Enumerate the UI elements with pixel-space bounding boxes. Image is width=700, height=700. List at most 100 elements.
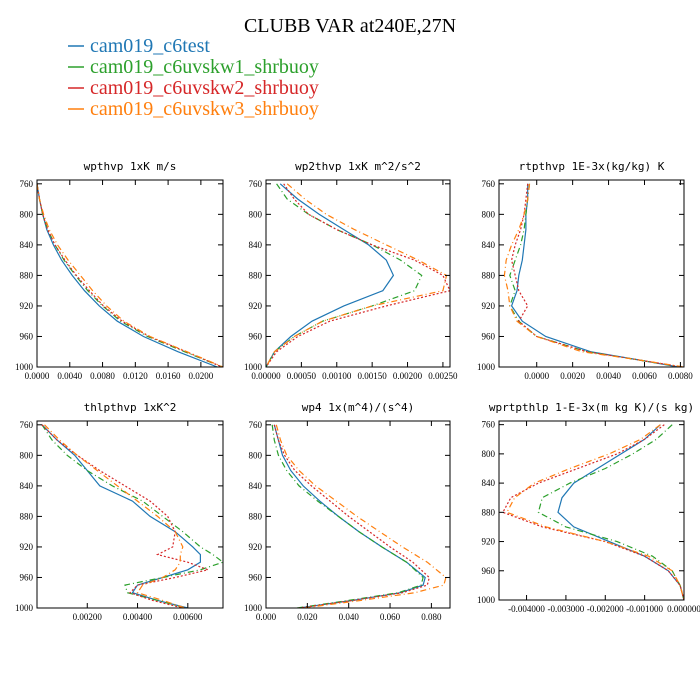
series-line	[275, 424, 447, 608]
x-tick-label: 0.040	[339, 612, 360, 622]
y-tick-label: 1000	[15, 362, 34, 372]
legend-entry: cam019_c6test	[90, 35, 210, 57]
y-tick-label: 960	[20, 572, 34, 582]
y-tick-label: 840	[482, 240, 496, 250]
x-tick-label: 0.000	[256, 612, 277, 622]
x-tick-label: -0.004000	[508, 604, 545, 614]
series-line	[510, 183, 679, 367]
series-line	[41, 424, 223, 608]
y-tick-label: 880	[249, 270, 263, 280]
y-tick-label: 960	[249, 572, 263, 582]
y-tick-label: 960	[249, 331, 263, 341]
x-tick-label: 0.00150	[358, 371, 388, 381]
x-tick-label: 0.0000	[524, 371, 549, 381]
panels: wpthvp 1xK m/s 0.0000 0.0040 0.0080 0.0120 0.…	[15, 160, 700, 622]
x-tick-label: 0.00100	[322, 371, 352, 381]
y-tick-label: 1000	[477, 595, 496, 605]
x-tick-label: 0.0120	[123, 371, 148, 381]
y-tick-label: 800	[249, 450, 263, 460]
y-tick-label: 800	[482, 209, 496, 219]
plot-frame	[36, 420, 224, 609]
x-tick-label: 0.00250	[428, 371, 458, 381]
legend: cam019_c6testcam019_c6uvskw1_shrbuoycam0…	[68, 35, 319, 120]
y-tick-label: 760	[482, 179, 496, 189]
y-tick-label: 920	[249, 301, 263, 311]
y-tick-label: 800	[20, 450, 34, 460]
series-line	[266, 183, 423, 367]
legend-entry: cam019_c6uvskw1_shrbuoy	[90, 56, 319, 78]
series-line	[266, 183, 450, 367]
x-tick-label: 0.0040	[57, 371, 82, 381]
figure-title: CLUBB VAR at240E,27N	[244, 15, 456, 37]
y-tick-label: 840	[20, 240, 34, 250]
x-tick-label: 0.0080	[90, 371, 115, 381]
series-line	[37, 183, 223, 367]
series-line	[273, 424, 430, 608]
series-line	[37, 183, 218, 367]
series-line	[537, 424, 684, 600]
series-line	[44, 424, 186, 608]
legend-entry: cam019_c6uvskw3_shrbuoy	[90, 98, 319, 120]
chart-panel: thlpthvp 1xK^2 0.00200 0.00400 0.00600 760 80…	[15, 401, 224, 622]
x-tick-label: -0.001000	[626, 604, 663, 614]
x-tick-label: 0.080	[421, 612, 442, 622]
y-tick-label: 920	[20, 301, 34, 311]
series-line	[41, 424, 201, 608]
x-tick-label: 0.00600	[173, 612, 203, 622]
series-line	[37, 183, 223, 367]
y-tick-label: 960	[482, 331, 496, 341]
y-tick-label: 960	[20, 331, 34, 341]
panel-title: wp2thvp 1xK m^2/s^2	[295, 160, 421, 173]
panel-title: thlpthvp 1xK^2	[84, 401, 177, 414]
y-tick-label: 1000	[477, 362, 496, 372]
y-tick-label: 1000	[244, 603, 263, 613]
y-tick-label: 800	[20, 209, 34, 219]
series-line	[510, 183, 683, 367]
x-tick-label: 0.000000	[667, 604, 700, 614]
plot-frame	[36, 179, 224, 368]
x-tick-label: -0.003000	[548, 604, 585, 614]
series-line	[271, 424, 424, 608]
y-tick-label: 920	[482, 301, 496, 311]
series-line	[502, 424, 684, 600]
panel-title: wprtpthlp 1-E-3x(m kg K)/(s kg)	[489, 401, 694, 414]
x-tick-label: 0.00200	[73, 612, 103, 622]
x-tick-label: 0.0200	[189, 371, 214, 381]
panel-title: wpthvp 1xK m/s	[84, 160, 177, 173]
y-tick-label: 920	[482, 537, 496, 547]
x-tick-label: 0.0160	[156, 371, 181, 381]
series-line	[503, 183, 684, 367]
y-tick-label: 800	[249, 209, 263, 219]
x-tick-label: 0.0040	[596, 371, 621, 381]
series-line	[266, 183, 395, 367]
y-tick-label: 1000	[244, 362, 263, 372]
plot-frame	[265, 420, 451, 609]
x-tick-label: 0.060	[380, 612, 401, 622]
y-tick-label: 800	[482, 449, 496, 459]
y-tick-label: 1000	[15, 603, 34, 613]
y-tick-label: 760	[20, 179, 34, 189]
y-tick-label: 840	[249, 240, 263, 250]
y-tick-label: 880	[249, 511, 263, 521]
x-tick-label: 0.00400	[123, 612, 153, 622]
x-tick-label: 0.0060	[632, 371, 657, 381]
chart-panel: wprtpthlp 1-E-3x(m kg K)/(s kg) -0.004000…	[477, 401, 700, 614]
legend-entry: cam019_c6uvskw2_shrbuoy	[90, 77, 319, 99]
y-tick-label: 920	[249, 542, 263, 552]
plot-frame	[498, 179, 685, 368]
series-line	[273, 424, 426, 608]
panel-title: wp4 1x(m^4)/(s^4)	[302, 401, 415, 414]
y-tick-label: 920	[20, 542, 34, 552]
y-tick-label: 880	[482, 507, 496, 517]
plot-frame	[265, 179, 451, 368]
y-tick-label: 840	[249, 481, 263, 491]
y-tick-label: 960	[482, 566, 496, 576]
x-tick-label: 0.00000	[251, 371, 281, 381]
y-tick-label: 760	[20, 420, 34, 430]
y-tick-label: 840	[482, 478, 496, 488]
x-tick-label: 0.020	[297, 612, 318, 622]
series-line	[506, 424, 684, 600]
series-line	[37, 183, 223, 367]
x-tick-label: -0.002000	[587, 604, 624, 614]
